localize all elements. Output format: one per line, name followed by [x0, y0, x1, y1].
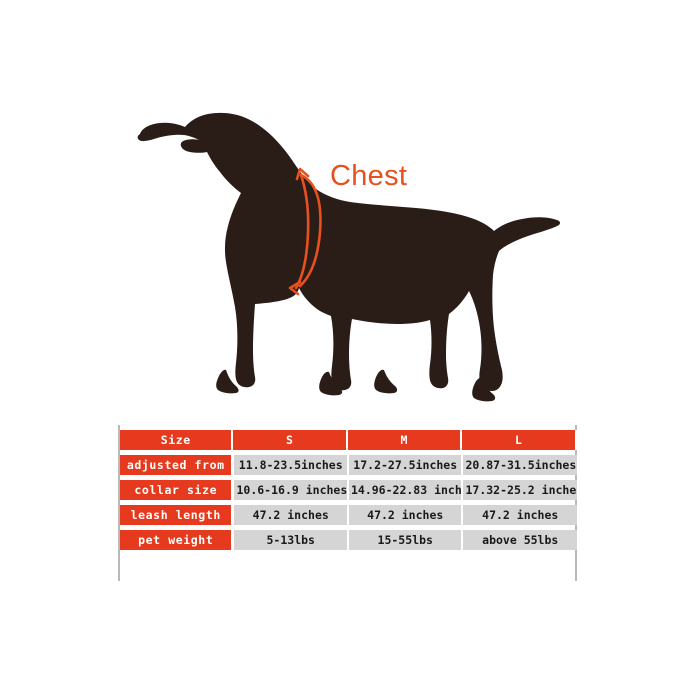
chest-measure-loop-icon [288, 167, 322, 296]
header-cell-l: L [462, 430, 577, 450]
header-cell-m: M [347, 430, 463, 450]
cell-leash-length-l: 47.2 inches [462, 505, 577, 525]
cell-adjusted-from-m: 17.2-27.5inches [347, 455, 463, 475]
table-row: adjusted from 11.8-23.5inches 17.2-27.5i… [120, 455, 577, 475]
table-row: collar size 10.6-16.9 inches 14.96-22.83… [120, 480, 577, 500]
cell-collar-size-m: 14.96-22.83 inches [347, 480, 463, 500]
header-cell-s: S [233, 430, 348, 450]
table-row: pet weight 5-13lbs 15-55lbs above 55lbs [120, 530, 577, 550]
table-right-rule [575, 425, 577, 581]
cell-pet-weight-s: 5-13lbs [233, 530, 348, 550]
cell-leash-length-s: 47.2 inches [233, 505, 348, 525]
cell-adjusted-from-l: 20.87-31.5inches [462, 455, 577, 475]
header-cell-size: Size [120, 430, 234, 450]
cell-adjusted-from-s: 11.8-23.5inches [233, 455, 348, 475]
size-table-container: Size S M L adjusted from 11.8-23.5inches… [120, 425, 577, 555]
size-table: Size S M L adjusted from 11.8-23.5inches… [120, 425, 577, 555]
table-header-row: Size S M L [120, 430, 577, 450]
row-label-pet-weight: pet weight [120, 530, 234, 550]
dog-illustration: Chest [137, 112, 561, 402]
table-row: leash length 47.2 inches 47.2 inches 47.… [120, 505, 577, 525]
cell-collar-size-l: 17.32-25.2 inches [462, 480, 577, 500]
row-label-collar-size: collar size [120, 480, 234, 500]
row-label-leash-length: leash length [120, 505, 234, 525]
row-label-adjusted-from: adjusted from [120, 455, 234, 475]
cell-collar-size-s: 10.6-16.9 inches [233, 480, 348, 500]
cell-leash-length-m: 47.2 inches [347, 505, 463, 525]
table-left-rule [118, 425, 120, 581]
cell-pet-weight-m: 15-55lbs [347, 530, 463, 550]
cell-pet-weight-l: above 55lbs [462, 530, 577, 550]
dog-silhouette-icon [137, 112, 561, 402]
chest-label: Chest [330, 160, 407, 192]
